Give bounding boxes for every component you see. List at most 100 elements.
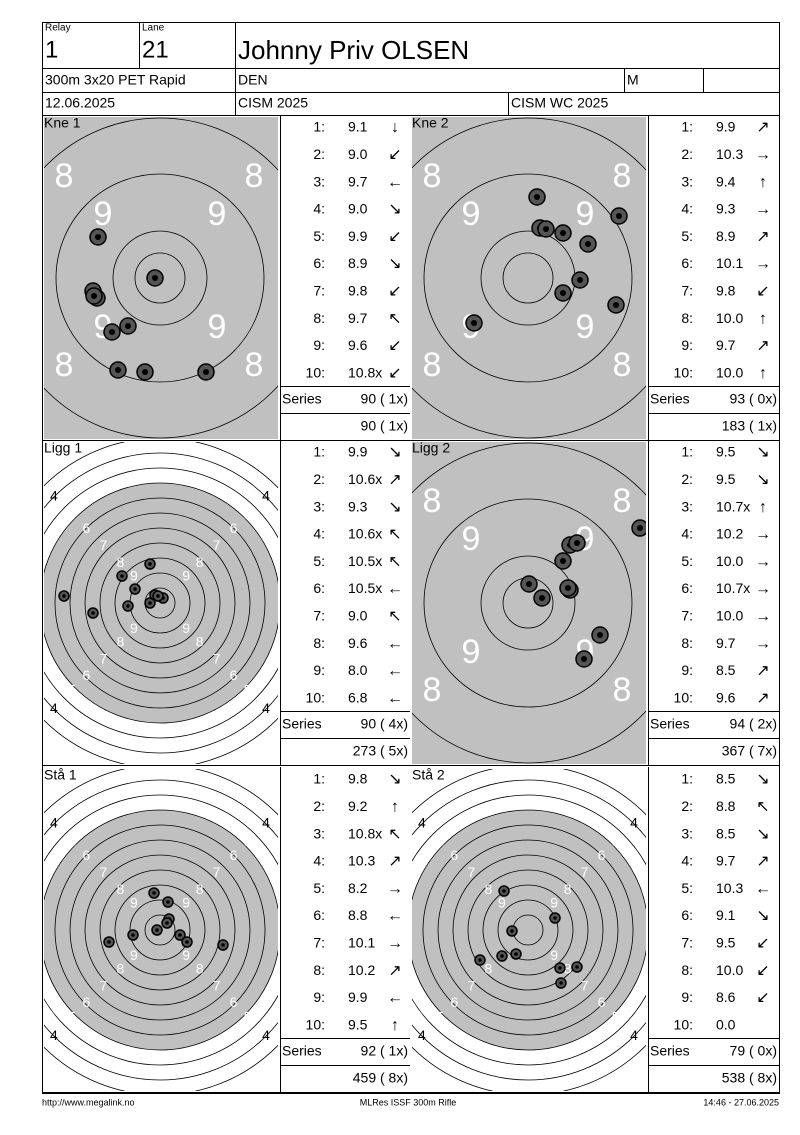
shot-centre <box>148 562 152 566</box>
ring-label: 7 <box>581 864 589 880</box>
series-score: 92 ( 1x) <box>361 1043 408 1059</box>
shot-direction: ↙ <box>388 365 401 382</box>
ring-label: 6 <box>598 994 606 1010</box>
ring-label: 8 <box>485 960 493 976</box>
relay: 1 <box>45 36 58 63</box>
shot-score: 10.3 <box>716 880 743 896</box>
ring-label: 9 <box>130 620 138 636</box>
series-score: 79 ( 0x) <box>730 1043 777 1059</box>
shot-score: 10.5x <box>348 553 382 569</box>
series-score: 90 ( 4x) <box>361 716 408 732</box>
shot-direction: ↙ <box>756 283 769 300</box>
ring-label: 4 <box>262 1027 270 1043</box>
ring-label: 9 <box>462 195 481 233</box>
shot-score: 9.5 <box>716 444 736 460</box>
shot-number: 1: <box>313 119 325 135</box>
shot-centre <box>148 601 152 605</box>
ring-label: 9 <box>182 568 190 584</box>
shot-centre <box>471 320 477 326</box>
ring <box>412 779 646 1081</box>
ring <box>84 527 236 679</box>
shot-direction: → <box>755 256 771 273</box>
shot-number: 1: <box>313 444 325 460</box>
ring <box>114 884 206 976</box>
shot-score: 9.2 <box>348 798 368 814</box>
ring-label: 8 <box>613 671 632 709</box>
shot-number: 7: <box>313 935 325 951</box>
shot-direction: ← <box>755 880 771 897</box>
ring-label: 5 <box>436 833 444 849</box>
ring-label: 6 <box>83 847 91 863</box>
ring-label: 8 <box>117 633 125 649</box>
ring-label: 6 <box>83 667 91 683</box>
shot-direction: → <box>755 608 771 625</box>
ring-label: 4 <box>418 815 426 831</box>
ring-label: 7 <box>213 650 221 666</box>
ring-label: 6 <box>83 520 91 536</box>
shot-number: 3: <box>313 825 325 841</box>
shot-score: 9.0 <box>348 146 368 162</box>
shot-centre <box>109 329 115 335</box>
target-face <box>412 442 646 764</box>
ring-label: 9 <box>130 895 138 911</box>
shot-direction: ← <box>387 690 403 707</box>
ring-label: 8 <box>117 554 125 570</box>
shot-number: 10: <box>306 689 325 705</box>
shot-centre <box>613 302 619 308</box>
ring-label: 8 <box>423 157 442 195</box>
ring-label: 7 <box>468 864 476 880</box>
shot-number: 8: <box>313 635 325 651</box>
shot-score: 9.9 <box>348 228 368 244</box>
shot-centre <box>581 656 587 662</box>
shot-number: 6: <box>313 255 325 271</box>
competition: CISM 2025 <box>238 95 308 111</box>
shot-number: 1: <box>681 771 693 787</box>
shot-centre <box>534 194 540 200</box>
shot-score: 10.8x <box>348 364 382 380</box>
shot-score: 10.2 <box>348 962 375 978</box>
shot-number: 7: <box>313 608 325 624</box>
shot-score: 8.5 <box>716 825 736 841</box>
shot-number: 10: <box>306 364 325 380</box>
shot-number: 6: <box>681 580 693 596</box>
shot-score: 10.1 <box>348 935 375 951</box>
ring-label: 4 <box>418 1027 426 1043</box>
shot-number: 2: <box>681 146 693 162</box>
shot-score: 9.4 <box>716 173 736 189</box>
shot-number: 7: <box>681 935 693 951</box>
shot-direction: ↑ <box>391 1017 399 1034</box>
ring-label: 9 <box>130 947 138 963</box>
shot-centre <box>514 952 518 956</box>
shot-number: 4: <box>681 526 693 542</box>
shot-number: 6: <box>681 907 693 923</box>
shot-number: 7: <box>313 283 325 299</box>
shot-number: 2: <box>681 471 693 487</box>
shot-score: 9.6 <box>348 635 368 651</box>
shot-score: 8.0 <box>348 662 368 678</box>
ring <box>44 482 278 724</box>
ring <box>412 117 646 439</box>
shot-centre <box>142 369 148 375</box>
ring-label: 4 <box>630 815 638 831</box>
shot-direction: ↙ <box>388 228 401 245</box>
ring-label: 4 <box>50 488 58 504</box>
shot-number: 2: <box>681 798 693 814</box>
shooter-name: Johnny Priv OLSEN <box>238 35 469 65</box>
shot-score: 9.3 <box>348 498 368 514</box>
shot-direction: ↗ <box>756 663 769 680</box>
ring-label: 5 <box>612 1008 620 1024</box>
shot-score: 9.0 <box>348 201 368 217</box>
ring-label: 8 <box>196 554 204 570</box>
ring-label: 6 <box>451 847 459 863</box>
shot-score: 10.0 <box>716 310 743 326</box>
shot-score: 9.7 <box>716 853 736 869</box>
shot-direction: ↖ <box>388 310 401 327</box>
ring <box>437 839 619 1021</box>
shot-direction: ↘ <box>388 256 401 273</box>
ring-label: 6 <box>230 520 238 536</box>
shot-direction: ↗ <box>756 338 769 355</box>
